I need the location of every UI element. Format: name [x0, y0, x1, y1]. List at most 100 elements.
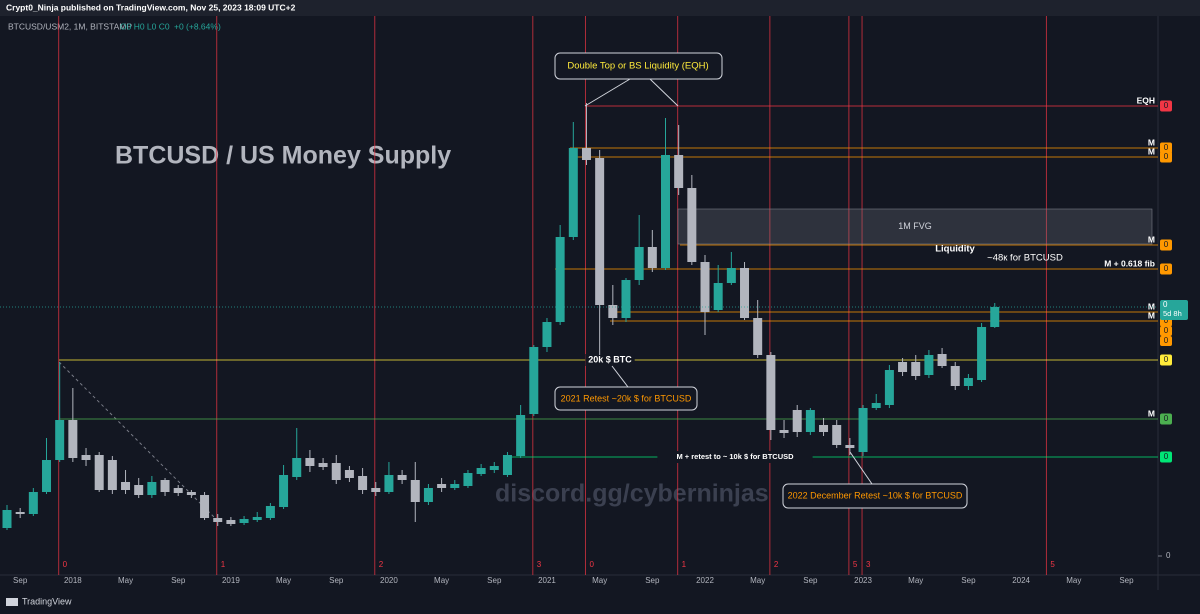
candle-body	[924, 355, 934, 375]
candle-body	[990, 307, 1000, 327]
callout-box	[554, 52, 723, 80]
level-badge-text: 0	[1164, 152, 1169, 161]
level-label: M	[1148, 137, 1155, 147]
level-badge	[1160, 451, 1172, 463]
candle-body	[476, 468, 486, 474]
candle-body	[963, 378, 973, 386]
cycle-label: 3	[866, 560, 871, 569]
candle-body	[661, 155, 670, 268]
header-bar	[0, 0, 1200, 16]
x-tick-label: 2023	[854, 576, 872, 585]
x-tick-label: 2020	[380, 576, 398, 585]
candle-body	[608, 305, 618, 318]
level-badge-text: 0	[1164, 336, 1169, 345]
candle-body	[437, 484, 447, 488]
candle-body	[911, 362, 921, 376]
level-label-bg	[585, 354, 635, 366]
last-price-badge	[1160, 300, 1188, 320]
candle-body	[753, 318, 763, 355]
cycle-label: 3	[537, 560, 542, 569]
publisher: Crypt0_Ninja published on TradingView.co…	[6, 2, 296, 12]
change-legend: +0 (+8.64%)	[174, 21, 221, 31]
y-tick-label: 0	[1166, 551, 1171, 560]
level-badge-text: 0	[1164, 143, 1169, 152]
candle-body	[937, 354, 947, 366]
x-tick-label: Sep	[171, 576, 186, 585]
candle-body	[502, 455, 512, 475]
candle-body	[463, 473, 473, 486]
level-label: M + 0.618 fib	[1104, 258, 1155, 268]
level-label: EQH	[1137, 95, 1155, 105]
candle-body	[845, 445, 855, 448]
pointer	[849, 451, 873, 485]
candle-body	[279, 475, 289, 507]
brand-logo	[6, 598, 18, 606]
candle-body	[200, 495, 210, 518]
level-badge-text: 0	[1164, 414, 1169, 423]
watermark: discord.gg/cyberninjas	[495, 480, 769, 508]
x-tick-label: May	[1066, 576, 1081, 585]
candle-body	[2, 510, 12, 528]
candle-body	[674, 155, 684, 188]
liquidity-target: ~48к for BTCUSD	[987, 253, 1063, 264]
level-label: M	[1148, 301, 1155, 311]
candle-body	[726, 268, 736, 283]
candle-body	[68, 420, 78, 458]
candle-body	[410, 480, 420, 502]
candle-body	[779, 430, 789, 433]
candle-body	[634, 247, 644, 280]
level-badge	[1160, 413, 1172, 425]
level-label-bg	[657, 451, 813, 463]
candle-body	[265, 506, 275, 518]
last-price-text: 0	[1163, 300, 1168, 309]
candle-body	[318, 463, 328, 467]
level-badge	[1160, 326, 1172, 336]
chart-title: BTCUSD / US Money Supply	[115, 142, 451, 170]
candle-body	[397, 475, 407, 480]
cycle-label: 1	[221, 560, 226, 569]
trend-line	[58, 361, 216, 519]
level-badge	[1160, 151, 1172, 163]
level-badge-text: 0	[1164, 240, 1169, 249]
x-tick-label: 2021	[538, 576, 556, 585]
candle-body	[568, 148, 578, 237]
x-tick-label: May	[750, 576, 765, 585]
level-label: M	[1148, 310, 1155, 320]
candle-body	[239, 519, 249, 523]
level-label: M	[1148, 234, 1155, 244]
level-badge-text: 0	[1164, 326, 1169, 335]
candle-body	[542, 322, 552, 347]
candle-body	[331, 463, 341, 480]
fvg-zone	[677, 208, 1153, 245]
x-tick-label: Sep	[487, 576, 502, 585]
x-tick-label: Sep	[13, 576, 28, 585]
candle-body	[121, 482, 131, 490]
x-tick-label: 2018	[64, 576, 82, 585]
x-tick-label: Sep	[329, 576, 344, 585]
candle-body	[713, 283, 723, 310]
cycle-label: 5	[1050, 560, 1055, 569]
candle-body	[371, 488, 381, 492]
candle-body	[832, 425, 842, 445]
candle-body	[792, 410, 802, 432]
callout-text: 2022 December Retest ~10k $ for BTCUSD	[788, 490, 963, 500]
cycle-label: 2	[774, 560, 779, 569]
ohlc-legend: O0 H0 L0 C0	[120, 21, 170, 31]
cycle-label: 0	[589, 560, 594, 569]
callout-text: 2021 Retest ~20k $ for BTCUSD	[561, 393, 692, 403]
candle-body	[15, 512, 25, 514]
cycle-label: 1	[682, 560, 687, 569]
cycle-label: 2	[379, 560, 384, 569]
candle-body	[252, 517, 262, 520]
candle-body	[858, 408, 868, 452]
x-tick-label: May	[908, 576, 923, 585]
level-label: M	[1148, 408, 1155, 418]
candle-body	[595, 158, 605, 305]
x-tick-label: May	[118, 576, 133, 585]
x-tick-label: Sep	[961, 576, 976, 585]
brand: TradingView	[22, 596, 72, 606]
pointer	[584, 78, 631, 107]
candle-body	[173, 488, 183, 493]
pointer	[611, 365, 629, 388]
